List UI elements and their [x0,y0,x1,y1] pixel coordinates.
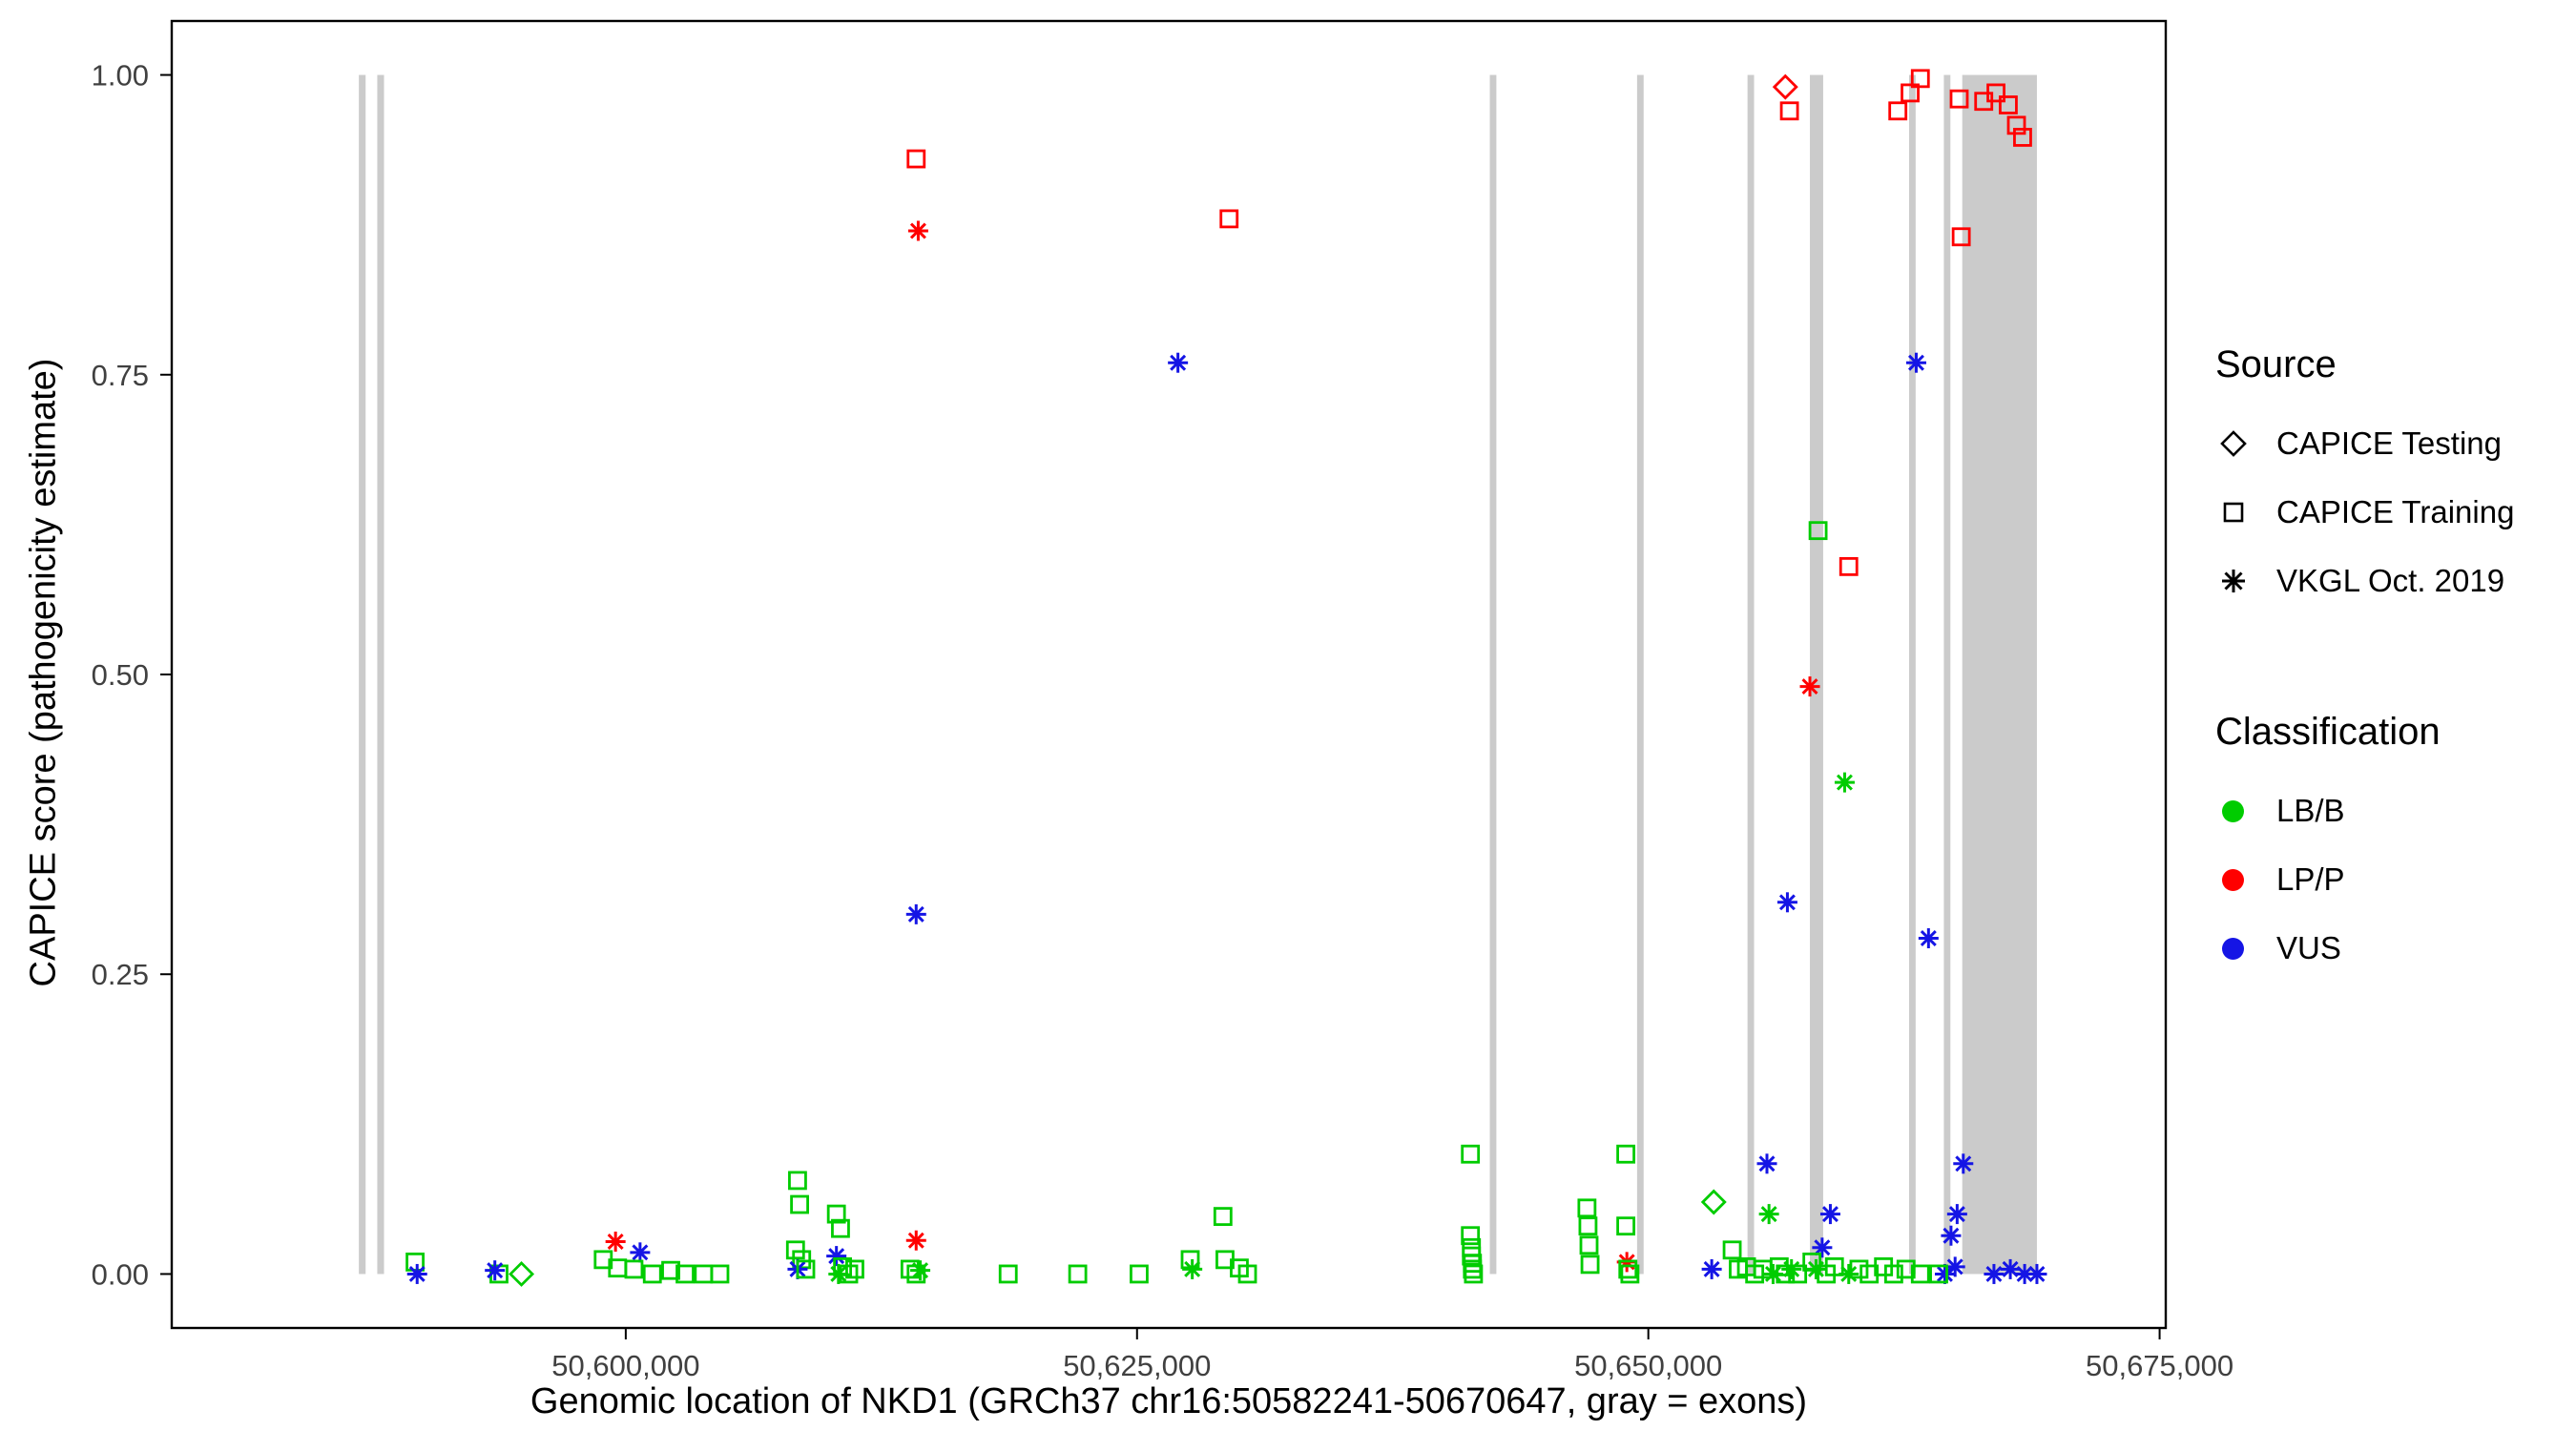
svg-text:0.75: 0.75 [92,359,149,392]
legend-label: VKGL Oct. 2019 [2276,563,2505,598]
svg-text:50,675,000: 50,675,000 [2086,1349,2233,1382]
blue-dot-icon [2222,937,2244,960]
legend-item-vus: VUS [2215,914,2514,983]
red-dot-icon [2222,868,2244,891]
legend-item-vkgl: VKGL Oct. 2019 [2215,547,2514,615]
asterisk-marker-icon [2222,570,2245,592]
legend-item-lbb: LB/B [2215,777,2514,845]
diamond-marker-icon [2220,430,2247,457]
legend-item-lpp: LP/P [2215,845,2514,914]
y-axis-title: CAPICE score (pathogenicity estimate) [23,358,64,987]
svg-text:50,600,000: 50,600,000 [551,1349,699,1382]
legend-source-title: Source [2215,343,2337,385]
data-points [405,69,2047,1287]
exon-bands [359,74,2037,1275]
legend-item-capice-training: CAPICE Training [2215,478,2514,547]
legend-item-capice-testing: CAPICE Testing [2215,409,2514,478]
svg-text:0.00: 0.00 [92,1257,149,1291]
legend-label: CAPICE Testing [2276,425,2502,461]
legend-classification-section: Classification LB/B LP/P VUS [2215,711,2514,983]
square-marker-icon [2223,502,2244,523]
svg-text:50,650,000: 50,650,000 [1574,1349,1722,1382]
legend: Source CAPICE Testing CAPICE Training [2215,343,2514,983]
svg-text:0.25: 0.25 [92,958,149,991]
legend-label: LB/B [2276,793,2345,828]
x-axis-title: Genomic location of NKD1 (GRCh37 chr16:5… [530,1381,1808,1421]
green-dot-icon [2222,799,2244,822]
axes: 50,600,000 50,625,000 50,650,000 50,675,000… [92,19,2233,1382]
svg-text:1.00: 1.00 [92,59,149,93]
svg-text:0.50: 0.50 [92,658,149,692]
legend-classification-title: Classification [2215,711,2441,753]
legend-label: LP/P [2276,861,2345,897]
legend-label: CAPICE Training [2276,494,2515,529]
svg-text:50,625,000: 50,625,000 [1063,1349,1211,1382]
legend-label: VUS [2276,930,2341,965]
legend-source-section: Source CAPICE Testing CAPICE Training [2215,343,2514,615]
